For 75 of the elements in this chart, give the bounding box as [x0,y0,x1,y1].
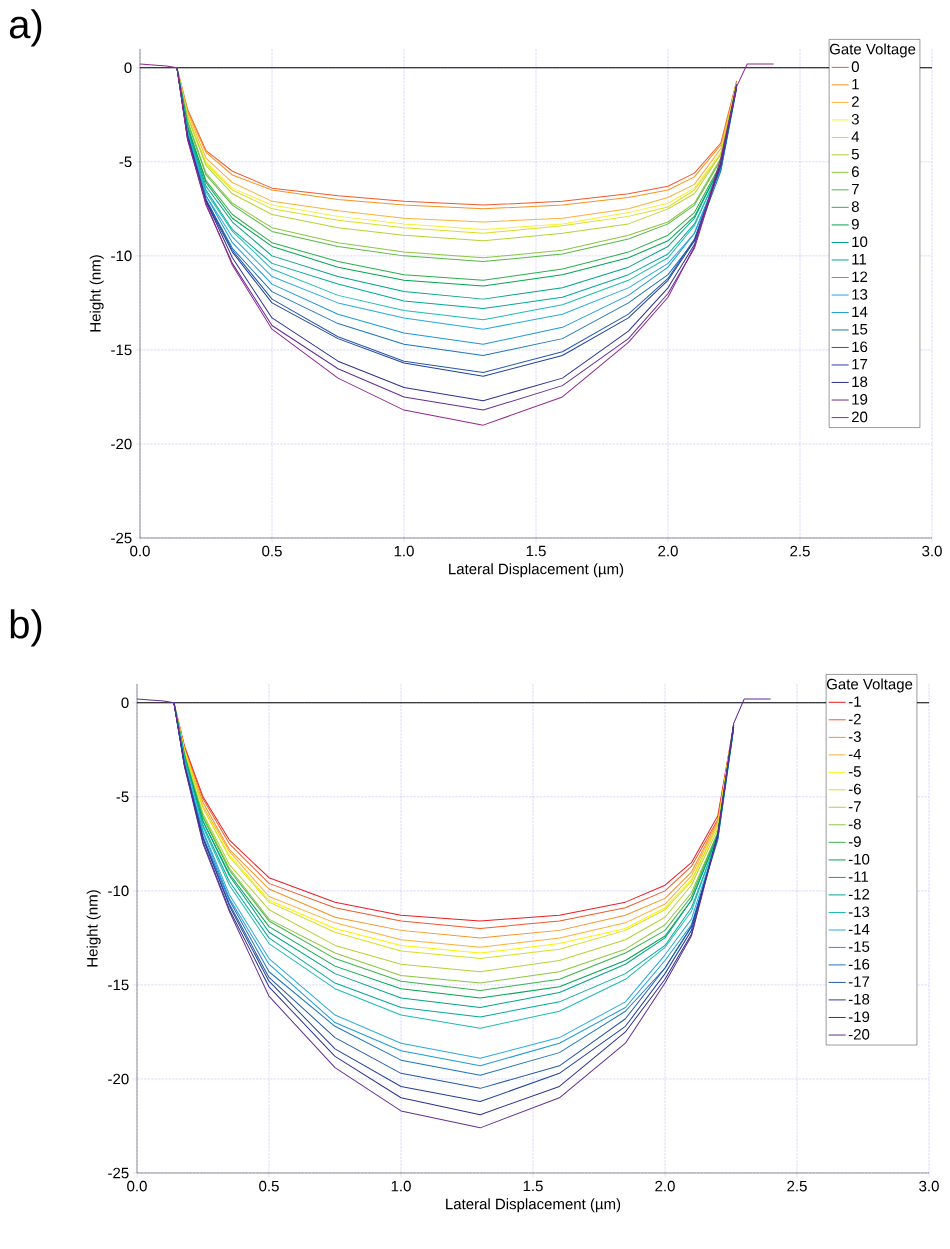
x-tick-label: 3.0 [922,545,942,557]
y-tick-label: -5 [116,791,129,803]
legend-title: Gate Voltage [829,43,916,58]
x-axis-title: Lateral Displacement (µm) [449,563,624,578]
legend-label: 12 [852,271,868,282]
legend-label: -16 [848,958,870,970]
legend-label: -5 [848,766,861,777]
legend-label: 14 [852,306,868,317]
legend-label: 0 [851,61,859,72]
x-tick-label: 2.5 [787,1180,807,1192]
x-tick-label: 0.0 [130,545,150,557]
legend-label: 2 [851,96,859,107]
legend-label: -20 [848,1029,870,1040]
legend-label: -15 [848,941,870,952]
legend-label: -19 [848,1011,870,1023]
legend-label: 4 [851,131,860,142]
legend-label: 1 [852,78,859,90]
legend-label: -12 [848,888,870,900]
x-tick-label: 0.5 [262,545,282,557]
legend-label: -4 [848,748,862,760]
legend-label: 8 [851,201,859,212]
legend-label: -3 [848,731,861,742]
legend-label: 18 [852,376,868,388]
x-tick-label: 2.5 [790,545,810,557]
legend-label: 9 [851,218,859,230]
y-tick-label: 0 [124,62,132,74]
y-tick-label: -15 [108,979,129,991]
legend-label: 16 [852,341,868,353]
x-tick-label: 1.0 [394,545,414,557]
legend-label: -9 [848,836,861,847]
legend-label: -10 [848,853,870,865]
legend-label: 20 [851,411,868,423]
x-tick-label: 3.0 [919,1180,939,1192]
x-tick-label: 1.0 [391,1180,411,1192]
text: b) [10,609,42,647]
x-tick-label: 2.0 [658,545,678,557]
legend-label: 11 [852,254,867,265]
legend-title: Gate Voltage [826,678,913,693]
y-tick-label: -10 [111,250,132,262]
legend-label: 13 [852,289,868,300]
legend-label: 10 [852,236,868,248]
x-tick-label: 2.0 [655,1180,675,1192]
y-tick-label: 0 [121,697,129,709]
legend-label: 19 [852,394,868,405]
x-tick-label: 1.5 [523,1180,543,1192]
legend-label: -2 [848,713,861,725]
legend-label: 3 [851,113,859,125]
y-axis-title: Height (nm) [86,890,101,967]
legend-label: 5 [851,148,859,160]
y-tick-label: -25 [108,1167,129,1179]
x-tick-label: 1.5 [526,545,546,557]
text: a) [9,9,42,47]
y-tick-label: -20 [111,438,132,450]
y-tick-label: -5 [119,156,132,168]
legend-label: 6 [851,166,859,177]
legend-label: -7 [848,801,861,812]
legend-label: -1 [848,696,861,707]
legend-label: -8 [848,818,861,830]
legend-label: 17 [852,359,868,370]
legend-label: 7 [851,183,859,195]
legend-label: -14 [848,924,870,935]
y-tick-label: -10 [108,885,129,897]
x-tick-label: 0.0 [127,1180,147,1192]
legend-label: -17 [848,976,870,987]
y-tick-label: -20 [108,1073,129,1085]
legend-label: -18 [848,993,870,1005]
y-tick-label: -25 [111,532,132,544]
legend-label: -13 [848,906,870,918]
legend-label: -6 [848,783,861,795]
legend-label: 15 [852,324,868,335]
x-axis-title: Lateral Displacement (µm) [446,1198,621,1213]
x-tick-label: 0.5 [259,1180,279,1192]
legend-label: -11 [848,871,869,882]
y-tick-label: -15 [111,344,132,356]
y-axis-title: Height (nm) [89,255,104,332]
